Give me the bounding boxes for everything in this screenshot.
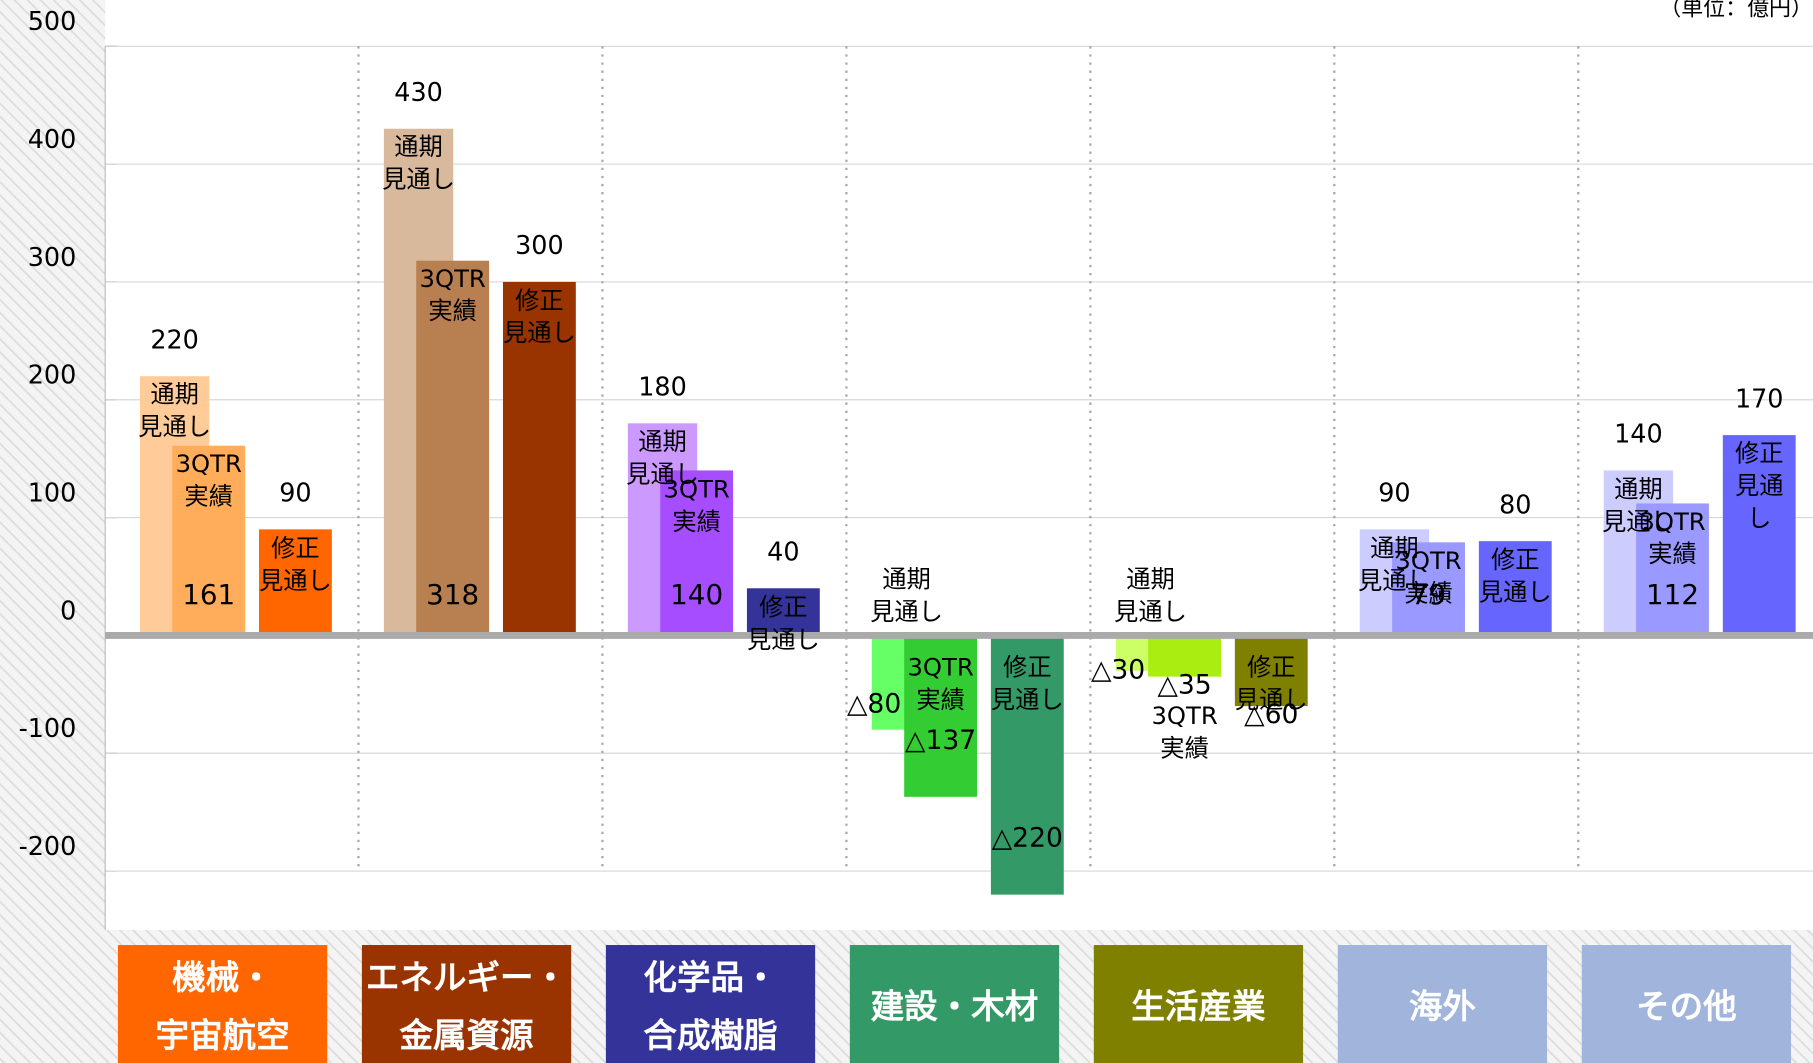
value-label: 79 — [1411, 578, 1446, 611]
series-label: 修正 見通し — [746, 592, 820, 654]
bar — [416, 260, 490, 636]
bar — [660, 470, 734, 636]
bar — [172, 445, 246, 636]
value-label: △60 — [1244, 699, 1298, 730]
series-label: 3QTR 実績 — [907, 653, 974, 715]
category-label: 機械・ 宇宙航空 — [117, 945, 328, 1063]
series-label: 通期 見通し — [870, 566, 943, 627]
series-label: 3QTR 実績 — [175, 450, 242, 511]
value-label: 90 — [1378, 478, 1410, 508]
series-label: 3QTR 実績 — [1395, 546, 1462, 608]
y-tick-label: 0 — [60, 595, 76, 625]
series-label: 通期 見通し — [1358, 533, 1431, 595]
value-label: △137 — [905, 725, 976, 756]
value-label: △80 — [847, 688, 901, 719]
unit-note: （単位：億円） — [1659, 0, 1813, 21]
series-label: 修正 見通し — [990, 653, 1064, 715]
bar — [1636, 503, 1709, 636]
series-label: 3QTR 実績 — [419, 265, 486, 326]
value-label: 40 — [767, 537, 799, 567]
bar — [904, 635, 978, 797]
value-label: 90 — [279, 478, 311, 508]
bar — [1478, 541, 1552, 636]
category-label: その他 — [1581, 945, 1792, 1063]
bar — [1234, 635, 1308, 707]
value-label: 180 — [638, 372, 687, 402]
bar — [1392, 542, 1465, 636]
y-tick-label: 100 — [28, 477, 77, 507]
y-tick-label: 400 — [28, 124, 77, 154]
category-label: 建設・木材 — [849, 945, 1060, 1063]
series-label: 修正 見通し — [259, 533, 332, 595]
bar — [502, 281, 576, 636]
series-label: 修正 見通し — [1734, 439, 1784, 533]
value-label: △30 — [1091, 654, 1145, 685]
value-label: 318 — [426, 578, 479, 611]
value-label: 300 — [515, 230, 564, 260]
series-label: 修正 見通し — [502, 286, 576, 347]
category-label: 化学品・ 合成樹脂 — [605, 945, 816, 1063]
value-label: △220 — [992, 823, 1063, 854]
value-label: 170 — [1735, 383, 1784, 413]
value-label: 161 — [182, 578, 235, 611]
value-label: 220 — [150, 324, 199, 354]
bar — [746, 588, 820, 636]
series-label: 3QTR 実績 — [663, 475, 730, 536]
bar — [990, 635, 1064, 895]
value-label: △35 — [1157, 669, 1211, 700]
category-label: 海外 — [1337, 945, 1548, 1063]
value-label: 140 — [1614, 419, 1663, 449]
y-tick-label: -100 — [19, 713, 77, 743]
y-tick-label: 200 — [28, 360, 77, 390]
series-label: 通期 見通し — [382, 133, 455, 194]
category-label: 生活産業 — [1093, 945, 1304, 1063]
bar — [1722, 435, 1796, 636]
series-label: 通期 見通し — [626, 427, 699, 489]
series-label: 修正 見通し — [1478, 545, 1552, 606]
series-label: 通期 見通し — [1601, 475, 1675, 536]
series-label: 通期 見通し — [138, 380, 212, 441]
series-label: 修正 見通し — [1234, 653, 1308, 715]
bar — [259, 529, 332, 636]
series-label: 3QTR 実績 — [1639, 508, 1706, 569]
y-tick-label: -200 — [19, 831, 77, 861]
series-label: 通期 見通し — [1114, 566, 1187, 627]
y-tick-label: 500 — [28, 6, 77, 36]
value-label: 80 — [1499, 489, 1531, 519]
value-label: 140 — [670, 578, 723, 611]
series-label: 3QTR 実績 — [1151, 702, 1218, 763]
value-label: 112 — [1646, 578, 1699, 611]
y-tick-label: 300 — [28, 242, 77, 272]
value-label: 430 — [394, 77, 443, 107]
category-label: エネルギー・ 金属資源 — [361, 945, 572, 1063]
bar — [1148, 635, 1221, 677]
